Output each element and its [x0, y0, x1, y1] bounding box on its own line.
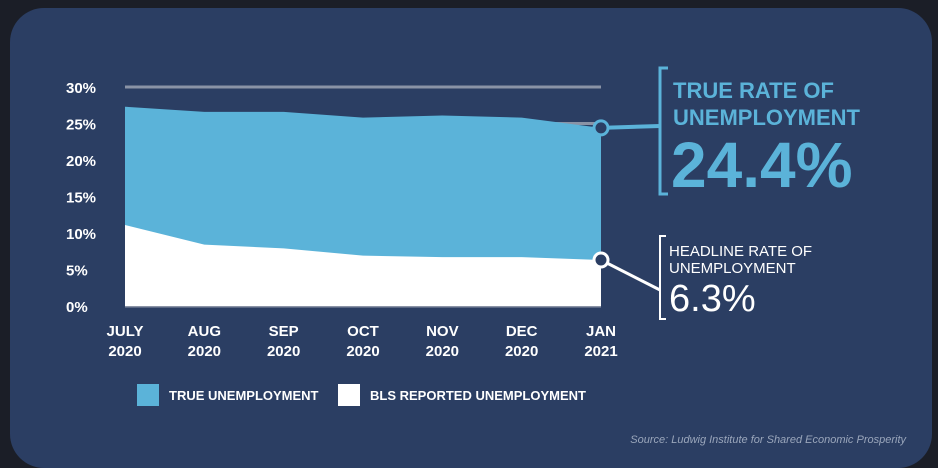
x-tick-line: 2020: [267, 343, 300, 360]
x-tick-line: DEC: [506, 323, 538, 340]
callout-title-line: HEADLINE RATE OF: [669, 243, 812, 260]
x-tick-label: SEP 2020: [267, 323, 300, 360]
x-tick-label: JAN 2021: [584, 323, 617, 360]
y-tick-label: 20%: [66, 153, 96, 170]
y-tick-label: 0%: [66, 299, 88, 316]
x-tick-label: OCT 2020: [346, 323, 379, 360]
source-note: Source: Ludwig Institute for Shared Econ…: [630, 434, 907, 446]
x-tick-line: 2020: [188, 343, 221, 360]
x-axis: JULY 2020 AUG 2020 SEP 2020 OCT 2020 NOV 2020 DEC 2…: [107, 323, 618, 360]
x-tick-line: 2020: [426, 343, 459, 360]
x-tick-line: OCT: [347, 323, 379, 340]
y-tick-label: 5%: [66, 263, 88, 280]
y-axis: 30% 25% 20% 15% 10% 5% 0%: [66, 80, 96, 316]
legend-swatch-bls: [338, 384, 360, 406]
y-tick-label: 30%: [66, 80, 96, 97]
x-tick-line: JAN: [586, 323, 616, 340]
callout-marker-headline: [594, 253, 608, 267]
x-tick-line: 2021: [584, 343, 617, 360]
callout-title-line: UNEMPLOYMENT: [669, 260, 796, 277]
x-tick-line: 2020: [346, 343, 379, 360]
x-tick-label: AUG 2020: [188, 323, 221, 360]
y-tick-label: 10%: [66, 226, 96, 243]
y-tick-label: 15%: [66, 190, 96, 207]
callout-title-line: TRUE RATE OF: [673, 78, 834, 103]
callout-connector-headline: [601, 260, 660, 290]
x-tick-label: NOV 2020: [426, 323, 459, 360]
callout-value-headline: 6.3%: [669, 278, 756, 320]
callout-bracket-true: [660, 68, 668, 194]
legend-label-bls: BLS REPORTED UNEMPLOYMENT: [370, 388, 586, 403]
legend: TRUE UNEMPLOYMENT BLS REPORTED UNEMPLOYM…: [137, 384, 586, 406]
x-tick-line: AUG: [188, 323, 221, 340]
x-tick-line: 2020: [505, 343, 538, 360]
x-tick-label: DEC 2020: [505, 323, 538, 360]
x-tick-label: JULY 2020: [107, 323, 144, 360]
callout-marker-true: [594, 121, 608, 135]
x-tick-line: JULY: [107, 323, 144, 340]
callout-title-line: UNEMPLOYMENT: [673, 105, 861, 130]
callout-title-headline: HEADLINE RATE OF UNEMPLOYMENT: [669, 243, 812, 277]
callout-connector-true: [601, 126, 660, 128]
x-tick-line: 2020: [108, 343, 141, 360]
callout-title-true: TRUE RATE OF UNEMPLOYMENT: [673, 78, 861, 130]
x-tick-line: NOV: [426, 323, 459, 340]
legend-swatch-true: [137, 384, 159, 406]
callout-bracket-headline: [660, 236, 666, 319]
callout-value-true: 24.4%: [671, 129, 852, 201]
y-tick-label: 25%: [66, 117, 96, 134]
x-tick-line: SEP: [269, 323, 299, 340]
area-layer: [125, 107, 601, 306]
legend-label-true: TRUE UNEMPLOYMENT: [169, 388, 319, 403]
unemployment-chart: 30% 25% 20% 15% 10% 5% 0% JULY 2020 AUG 2020 SEP 20…: [0, 0, 938, 455]
